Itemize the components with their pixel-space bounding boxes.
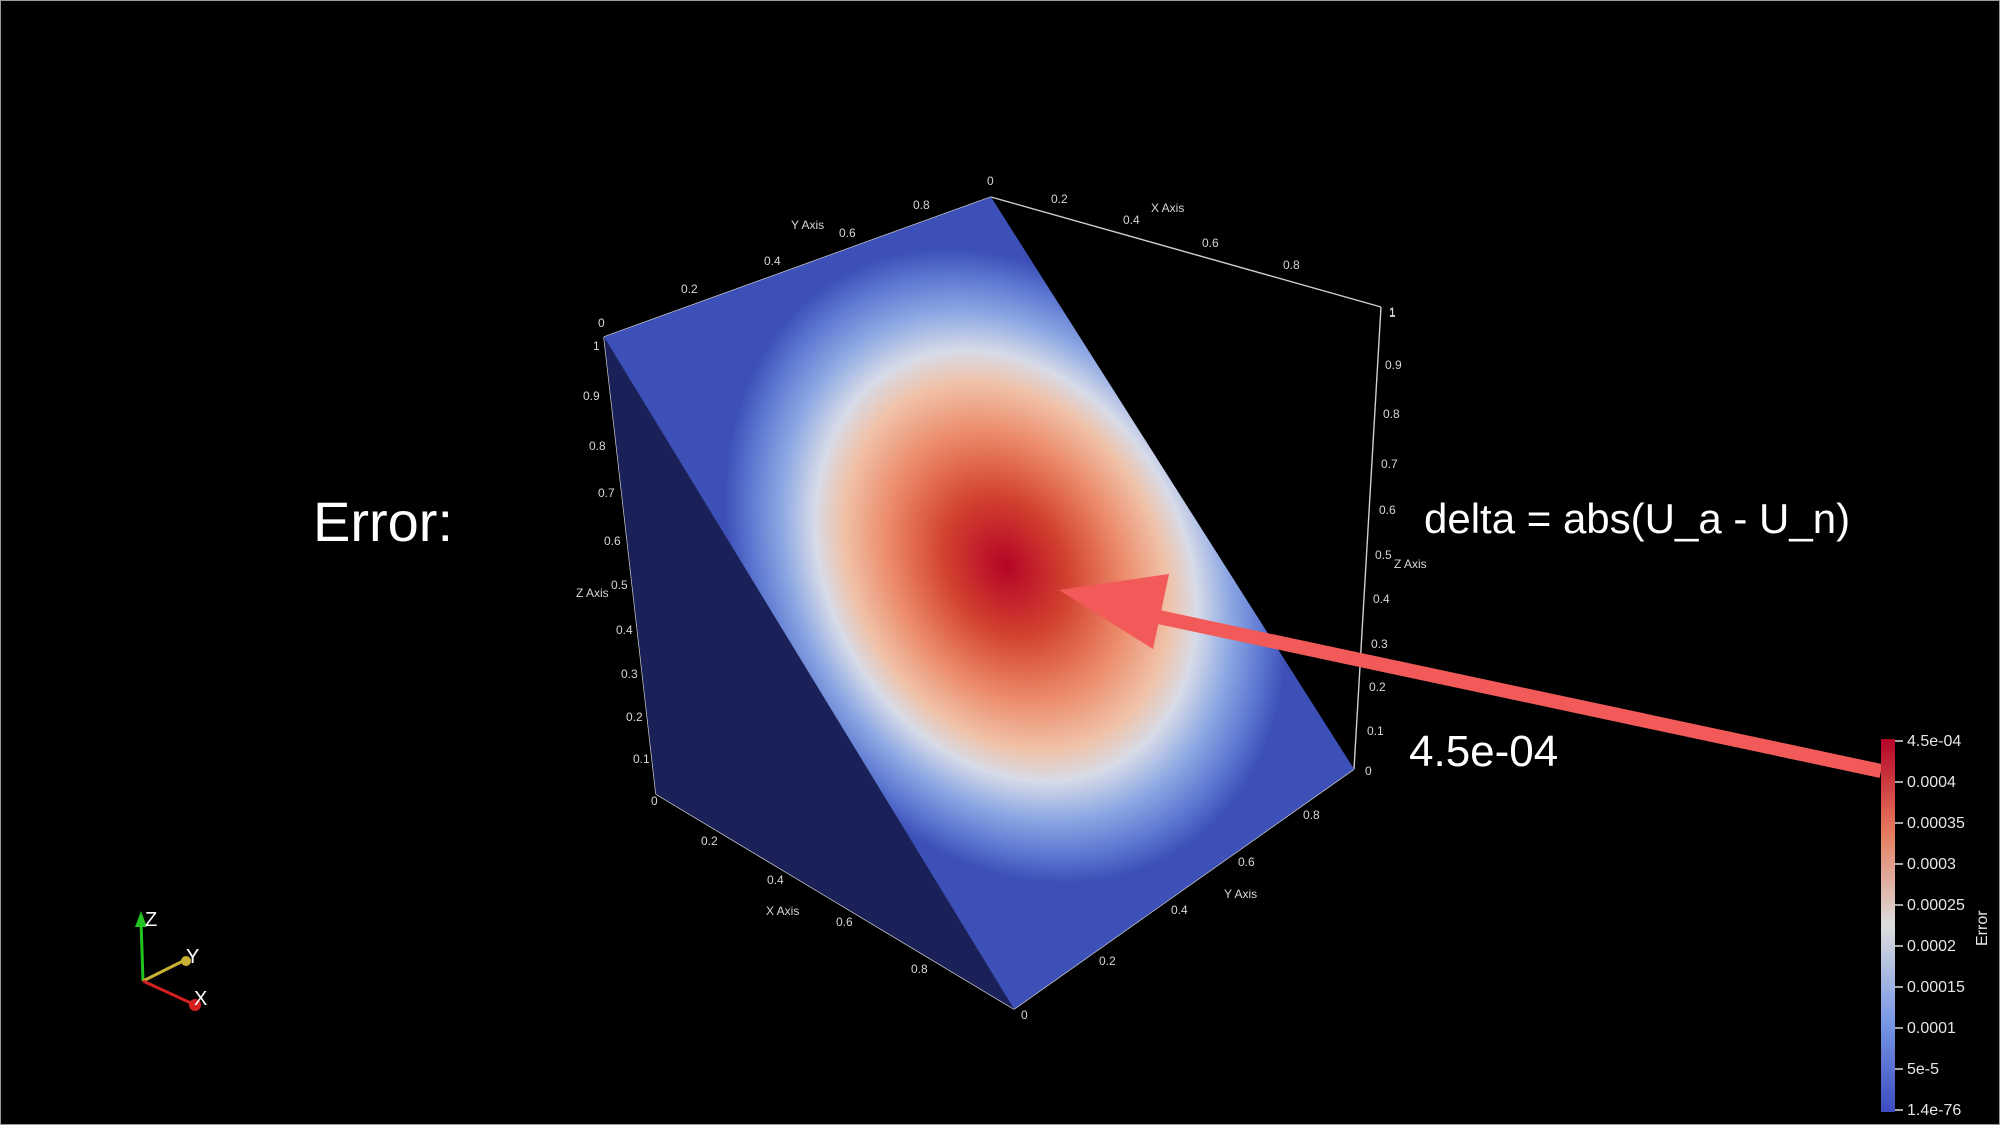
y-axis-title: Y Axis	[791, 218, 824, 232]
tick-label: 0.2	[1051, 192, 1068, 206]
z-axis-letter: Z	[145, 909, 157, 931]
tick-label: 0.4	[767, 873, 784, 887]
front-y-ticks: 0.2 0.4 0.6 0.8 Y Axis 0	[1021, 808, 1320, 1022]
colorbar-title: Error	[1974, 910, 1991, 946]
formula-label: delta = abs(U_a - U_n)	[1424, 495, 1850, 542]
tick-label: 0.2	[681, 282, 698, 296]
tick-label: 0.8	[1283, 258, 1300, 272]
tick-label: 0.4	[1123, 213, 1140, 227]
y-axis-arrow	[142, 959, 184, 983]
orientation-axes-widget: Z Y X	[135, 909, 207, 1011]
x-axis-arrow	[142, 979, 194, 1006]
tick-label: 0	[1021, 1008, 1028, 1022]
tick-label: 0.6	[836, 915, 853, 929]
annotation-arrow	[1059, 574, 1883, 778]
right-z-axis-line	[1353, 306, 1382, 770]
tick-label: 0.3	[1371, 637, 1388, 651]
z-axis-title-right: Z Axis	[1394, 557, 1427, 571]
tick-label: 0.6	[1202, 236, 1219, 250]
colorbar-label: 0.0001	[1907, 1020, 1956, 1037]
colorbar-label: 4.5e-04	[1907, 733, 1961, 750]
tick-label: 1	[1389, 306, 1396, 320]
tick-label: 0.9	[583, 389, 600, 403]
tick-label: 0.8	[913, 198, 930, 212]
tick-label: 0	[651, 794, 658, 808]
color-legend: 4.5e-04 0.0004 0.00035 0.0003 0.00025 0.…	[1881, 733, 1991, 1119]
tick-label: 0.7	[1381, 457, 1398, 471]
tick-label: 0.2	[701, 834, 718, 848]
tick-label: 0.5	[1375, 548, 1392, 562]
tick-label: 0.4	[1373, 592, 1390, 606]
y-axis-letter: Y	[186, 946, 199, 968]
back-y-ticks: 0 0.2 0.4 0.6 0.8 Y Axis	[598, 198, 930, 330]
front-x-ticks: 0.2 0.4 0.6 0.8 X Axis	[701, 834, 928, 976]
tick-label: 0.6	[604, 534, 621, 548]
colorbar-label: 0.0002	[1907, 938, 1956, 955]
back-x-ticks: 0 0.2 0.4 0.6 0.8 1 X Axis	[987, 174, 1396, 319]
tick-label: 0.2	[626, 710, 643, 724]
tick-label: 0.4	[1171, 903, 1188, 917]
back-x-axis-line	[990, 196, 1382, 308]
colorbar-label: 0.0004	[1907, 774, 1956, 791]
tick-label: 1	[1389, 305, 1396, 319]
tick-label: 0.6	[839, 226, 856, 240]
y-axis-title-front: Y Axis	[1224, 887, 1257, 901]
tick-label: 0	[987, 174, 994, 188]
error-heading: Error:	[313, 490, 453, 553]
colorbar-label: 0.00035	[1907, 815, 1965, 832]
tick-label: 0.8	[589, 439, 606, 453]
z-axis-title-left: Z Axis	[576, 586, 609, 600]
colorbar-label: 0.00015	[1907, 979, 1965, 996]
z-axis-arrow	[139, 920, 145, 982]
tick-label: 0.1	[1367, 724, 1384, 738]
x-axis-title-front: X Axis	[766, 904, 799, 918]
tick-label: 0.9	[1385, 358, 1402, 372]
left-z-ticks: 1 0.9 0.8 0.7 0.6 0.5 0.4 0.3 0.2 0.1 0 …	[576, 339, 658, 808]
tick-label: 0.8	[1383, 407, 1400, 421]
tick-label: 0.8	[1303, 808, 1320, 822]
x-axis-title: X Axis	[1151, 201, 1184, 215]
tick-label: 0.1	[633, 752, 650, 766]
colorbar-label: 5e-5	[1907, 1061, 1939, 1078]
tick-label: 0.7	[598, 486, 615, 500]
tick-label: 0.5	[611, 578, 628, 592]
tick-label: 0.3	[621, 667, 638, 681]
wedge-top-face	[604, 197, 1354, 1009]
tick-label: 1	[593, 339, 600, 353]
tick-label: 0.6	[1379, 503, 1396, 517]
colorbar-label: 0.00025	[1907, 897, 1965, 914]
max-value-label: 4.5e-04	[1409, 727, 1558, 776]
tick-label: 0.8	[911, 962, 928, 976]
tick-label: 0.4	[764, 254, 781, 268]
tick-label: 0	[1365, 764, 1372, 778]
tick-label: 0	[598, 316, 605, 330]
tick-label: 0.2	[1369, 680, 1386, 694]
colorbar-gradient	[1881, 739, 1895, 1112]
right-z-ticks: 1 0.9 0.8 0.7 0.6 0.5 0.4 0.3 0.2 0.1 0 …	[1365, 306, 1427, 778]
colorbar-label: 1.4e-76	[1907, 1102, 1961, 1119]
x-axis-letter: X	[194, 988, 207, 1010]
colorbar-label: 0.0003	[1907, 856, 1956, 873]
tick-label: 0.2	[1099, 954, 1116, 968]
tick-label: 0.6	[1238, 855, 1255, 869]
tick-label: 0.4	[616, 623, 633, 637]
